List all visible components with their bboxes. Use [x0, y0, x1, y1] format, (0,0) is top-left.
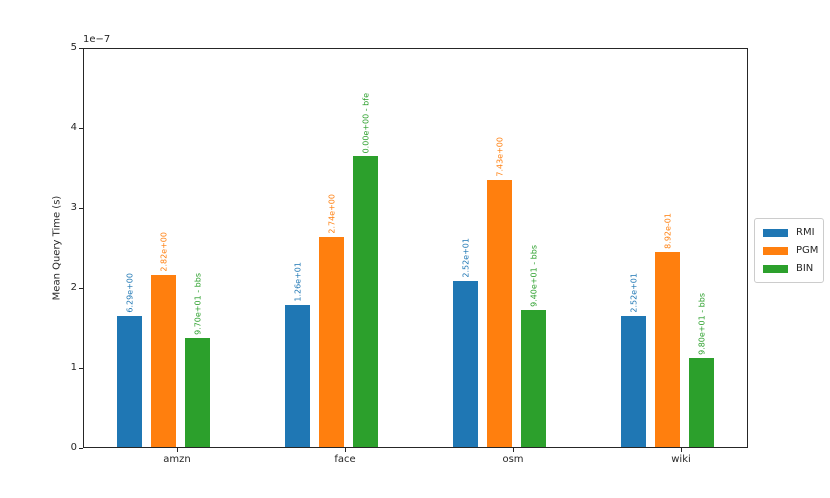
bar-osm-rmi — [453, 281, 478, 447]
y-tick-label: 1 — [70, 362, 77, 373]
bar-face-rmi — [285, 305, 310, 447]
legend-item-rmi: RMI — [763, 226, 815, 239]
y-tick-mark — [79, 448, 83, 449]
bar-wiki-rmi — [621, 316, 646, 447]
legend-swatch-pgm — [763, 246, 788, 255]
legend-label-pgm: PGM — [796, 244, 819, 256]
legend-item-pgm: PGM — [763, 244, 819, 257]
y-tick-label: 3 — [70, 202, 77, 213]
bar-value-label-amzn-rmi: 6.29e+00 — [125, 273, 134, 313]
legend-swatch-bin — [763, 264, 788, 273]
bar-value-label-wiki-pgm: 8.92e-01 — [663, 213, 672, 249]
legend-swatch-rmi — [763, 228, 788, 237]
bar-face-bin — [353, 156, 378, 447]
y-axis-offset-text: 1e−7 — [83, 34, 111, 45]
bar-osm-bin — [521, 310, 546, 447]
y-tick-mark — [79, 48, 83, 49]
bar-value-label-osm-pgm: 7.43e+00 — [495, 137, 504, 177]
bar-amzn-rmi — [117, 316, 142, 447]
y-tick-label: 4 — [70, 122, 77, 133]
y-tick-mark — [79, 128, 83, 129]
y-tick-mark — [79, 368, 83, 369]
x-tick-label-osm: osm — [502, 454, 524, 465]
y-tick-mark — [79, 288, 83, 289]
bar-value-label-face-rmi: 1.26e+01 — [293, 262, 302, 302]
legend-label-rmi: RMI — [796, 226, 815, 238]
bar-value-label-osm-bin: 9.40e+01 - bbs — [529, 245, 538, 307]
x-tick-mark — [345, 448, 346, 452]
bar-value-label-face-bin: 0.00e+00 - bfe — [361, 92, 370, 153]
bar-value-label-wiki-rmi: 2.52e+01 — [629, 273, 638, 313]
x-tick-label-face: face — [334, 454, 356, 465]
bar-value-label-amzn-bin: 9.70e+01 - bbs — [193, 273, 202, 335]
y-tick-mark — [79, 208, 83, 209]
x-tick-label-wiki: wiki — [671, 454, 691, 465]
bar-wiki-pgm — [655, 252, 680, 447]
legend: RMI PGM BIN — [754, 218, 824, 283]
y-tick-label: 2 — [70, 282, 77, 293]
bar-amzn-pgm — [151, 275, 176, 447]
bar-osm-pgm — [487, 180, 512, 447]
x-tick-label-amzn: amzn — [163, 454, 191, 465]
bar-value-label-wiki-bin: 9.80e+01 - bbs — [697, 293, 706, 355]
bar-amzn-bin — [185, 338, 210, 447]
bar-wiki-bin — [689, 358, 714, 447]
bar-value-label-amzn-pgm: 2.82e+00 — [159, 232, 168, 272]
x-tick-mark — [681, 448, 682, 452]
y-tick-label: 5 — [70, 42, 77, 53]
x-tick-mark — [177, 448, 178, 452]
bar-value-label-osm-rmi: 2.52e+01 — [461, 238, 470, 278]
y-tick-label: 0 — [70, 442, 77, 453]
bar-face-pgm — [319, 237, 344, 447]
legend-label-bin: BIN — [796, 262, 814, 274]
x-tick-mark — [513, 448, 514, 452]
legend-item-bin: BIN — [763, 262, 815, 275]
plot-area: 6.29e+00 2.82e+00 9.70e+01 - bbs 1.26e+01 2.… — [83, 48, 748, 448]
bar-value-label-face-pgm: 2.74e+00 — [327, 194, 336, 234]
